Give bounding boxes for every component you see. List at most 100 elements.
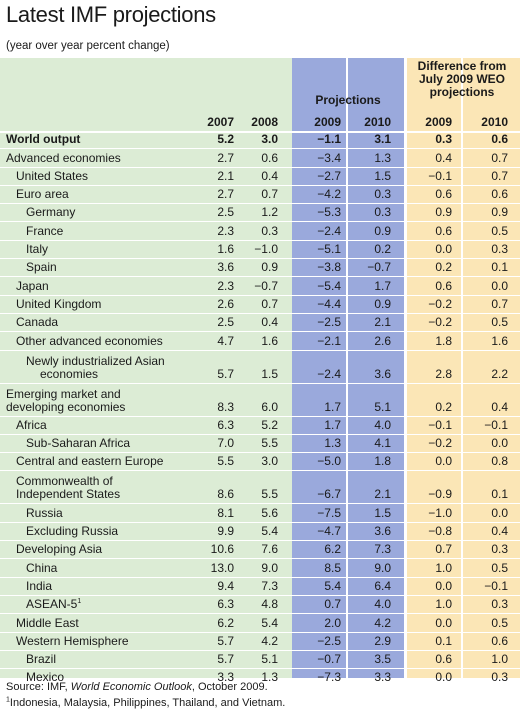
row-value: 8.6 xyxy=(217,487,234,502)
table-row: Middle East 6.2 5.4 2.0 4.2 0.0 0.5 xyxy=(0,614,520,633)
row-value: 2.8 xyxy=(435,366,452,381)
table-row: Emerging market and developing economies 8… xyxy=(0,384,520,417)
row-value: −0.8 xyxy=(428,524,452,539)
row-label: Brazil xyxy=(26,652,57,667)
row-value: −0.2 xyxy=(428,296,452,311)
row-value: 7.6 xyxy=(261,542,278,557)
row-label: Russia xyxy=(26,505,63,520)
row-label: Advanced economies xyxy=(6,150,121,165)
row-value: 0.6 xyxy=(491,187,508,202)
row-value: 0.5 xyxy=(491,223,508,238)
row-value: 0.0 xyxy=(435,670,452,685)
row-value: 1.7 xyxy=(324,417,341,432)
table-row: Africa 6.3 5.2 1.7 4.0 −0.1 −0.1 xyxy=(0,417,520,435)
row-value: 0.4 xyxy=(261,168,278,183)
row-value: 5.4 xyxy=(261,615,278,630)
row-value: −0.9 xyxy=(428,487,452,502)
source-note: Source: IMF, World Economic Outlook, Oct… xyxy=(6,681,268,693)
table-row: Japan 2.3 −0.7 −5.4 1.7 0.6 0.0 xyxy=(0,277,520,296)
row-value: 9.9 xyxy=(217,524,234,539)
row-value: −7.5 xyxy=(317,505,341,520)
difference-band xyxy=(404,58,520,678)
row-value: 0.9 xyxy=(374,296,391,311)
difference-header: Difference from July 2009 WEO projection… xyxy=(417,59,507,99)
row-value: 0.6 xyxy=(261,150,278,165)
row-label: Euro area xyxy=(16,187,69,202)
row-value: 0.0 xyxy=(435,578,452,593)
row-value: 0.3 xyxy=(491,597,508,612)
table-row: Advanced economies 2.7 0.6 −3.4 1.3 0.4 0.7 xyxy=(0,149,520,168)
row-value: 5.7 xyxy=(217,366,234,381)
row-label: Developing Asia xyxy=(16,542,103,557)
row-value: 0.9 xyxy=(435,205,452,220)
row-value: 0.4 xyxy=(435,150,452,165)
row-value: 8.3 xyxy=(217,399,234,414)
row-value: 0.3 xyxy=(491,242,508,257)
row-label: China xyxy=(26,560,58,575)
row-value: 0.7 xyxy=(435,542,452,557)
row-value: 0.1 xyxy=(491,487,508,502)
row-value: 4.7 xyxy=(217,333,234,348)
row-value: −6.7 xyxy=(317,487,341,502)
row-label: Middle East xyxy=(16,615,79,630)
row-value: 10.6 xyxy=(210,542,234,557)
row-value: 0.3 xyxy=(491,542,508,557)
table-row: France 2.3 0.3 −2.4 0.9 0.6 0.5 xyxy=(0,222,520,241)
table-body: World output 5.2 3.0 −1.1 3.1 0.3 0.6 Advanced … xyxy=(0,131,520,688)
row-value: 1.8 xyxy=(374,454,391,469)
row-value: −5.4 xyxy=(317,278,341,293)
row-value: −0.1 xyxy=(484,578,508,593)
row-value: 2.9 xyxy=(374,633,391,648)
row-value: 0.6 xyxy=(435,652,452,667)
table-row: Russia 8.1 5.6 −7.5 1.5 −1.0 0.0 xyxy=(0,504,520,523)
row-value: 0.6 xyxy=(435,278,452,293)
row-value: 3.1 xyxy=(374,132,391,147)
row-value: 0.0 xyxy=(491,505,508,520)
row-value: 3.6 xyxy=(374,366,391,381)
row-value: 6.3 xyxy=(217,597,234,612)
row-value: 9.0 xyxy=(261,560,278,575)
row-value: 0.1 xyxy=(435,633,452,648)
table-row: Italy 1.6 −1.0 −5.1 0.2 0.0 0.3 xyxy=(0,241,520,260)
table-row: Germany 2.5 1.2 −5.3 0.3 0.9 0.9 xyxy=(0,204,520,223)
table-row: Commonwealth of Independent States 8.6 5.5 −… xyxy=(0,471,520,505)
row-value: 0.3 xyxy=(435,132,452,147)
row-value: 0.9 xyxy=(261,260,278,275)
row-value: −4.2 xyxy=(317,187,341,202)
row-label: Canada xyxy=(16,315,59,330)
row-label: Excluding Russia xyxy=(26,524,119,539)
row-value: −2.4 xyxy=(317,223,341,238)
row-value: 0.6 xyxy=(491,132,508,147)
row-value: 2.5 xyxy=(217,315,234,330)
row-value: 0.3 xyxy=(261,223,278,238)
row-value: 5.4 xyxy=(261,524,278,539)
row-label: World output xyxy=(6,132,81,147)
row-value: −0.7 xyxy=(367,260,391,275)
row-value: 9.4 xyxy=(217,578,234,593)
row-value: 0.7 xyxy=(261,296,278,311)
row-value: 0.7 xyxy=(491,168,508,183)
row-value: 4.0 xyxy=(374,417,391,432)
row-value: 2.1 xyxy=(217,168,234,183)
row-value: −3.4 xyxy=(317,150,341,165)
page-subtitle: (year over year percent change) xyxy=(6,40,170,52)
row-value: 0.4 xyxy=(491,524,508,539)
row-value: 4.0 xyxy=(374,597,391,612)
row-value: −2.5 xyxy=(317,315,341,330)
row-value: 5.7 xyxy=(217,652,234,667)
table-row: Canada 2.5 0.4 −2.5 2.1 −0.2 0.5 xyxy=(0,314,520,333)
row-label: Other advanced economies xyxy=(16,333,163,348)
year-header-proj-2010: 2010 xyxy=(364,115,391,129)
row-label: Newly industrialized Asian economies xyxy=(26,353,165,381)
row-value: 0.5 xyxy=(491,560,508,575)
row-value: −2.7 xyxy=(317,168,341,183)
row-value: 1.6 xyxy=(261,333,278,348)
row-value: 2.0 xyxy=(324,615,341,630)
row-value: −5.0 xyxy=(317,454,341,469)
row-value: −2.5 xyxy=(317,633,341,648)
row-value: 5.5 xyxy=(261,436,278,451)
row-value: 1.5 xyxy=(261,366,278,381)
row-label: Emerging market and developing economies xyxy=(6,386,126,414)
row-value: −2.1 xyxy=(317,333,341,348)
table-row: World output 5.2 3.0 −1.1 3.1 0.3 0.6 xyxy=(0,131,520,150)
